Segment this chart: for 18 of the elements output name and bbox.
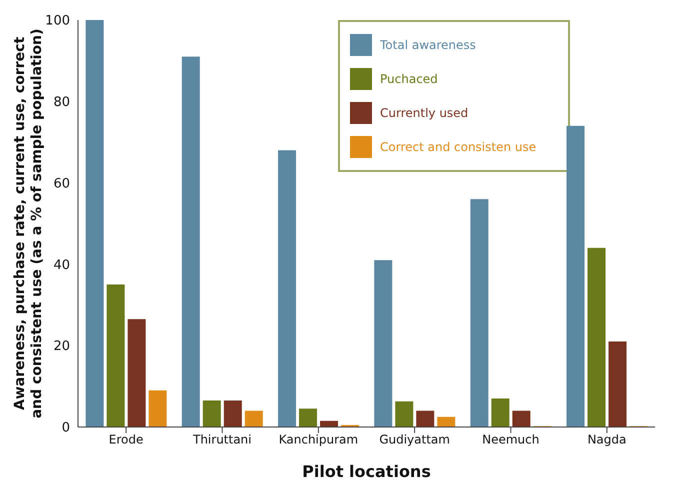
- legend-label: Correct and consisten use: [380, 140, 536, 154]
- y-tick-label: 60: [53, 176, 70, 192]
- x-tick-label: Thiruttani: [192, 432, 252, 447]
- x-tick-label: Gudiyattam: [379, 432, 450, 447]
- x-tick-label: Erode: [108, 432, 144, 447]
- y-tick-label: 100: [45, 14, 70, 29]
- y-tick-label: 0: [62, 420, 70, 436]
- x-tick-label: Kanchipuram: [278, 432, 358, 447]
- y-axis-title: Awareness, purchase rate, current use, correct and consistent use (as a % of sample population): [12, 28, 45, 418]
- legend-label: Total awareness: [380, 38, 476, 52]
- y-tick-label: 20: [53, 339, 70, 354]
- legend-label: Puchaced: [380, 72, 438, 86]
- x-tick-label: Neemuch: [482, 432, 540, 447]
- x-axis-title: Pilot locations: [302, 462, 431, 481]
- legend-label: Currently used: [380, 106, 468, 120]
- y-tick-label: 80: [53, 95, 70, 110]
- x-tick-label: Nagda: [587, 432, 626, 447]
- y-tick-label: 40: [53, 258, 70, 273]
